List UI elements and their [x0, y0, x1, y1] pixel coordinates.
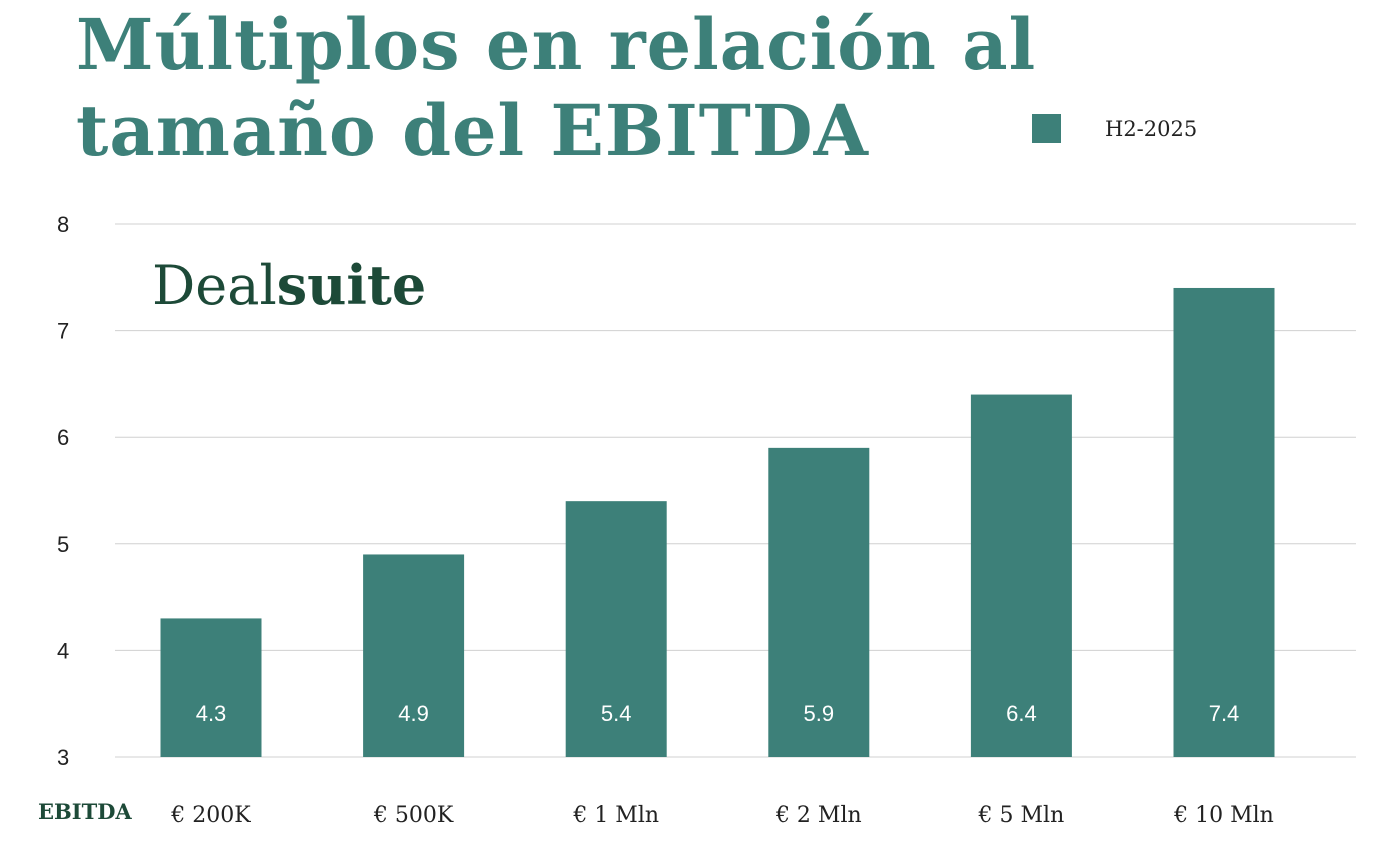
chart-title: Múltiplos en relación al tamaño del EBIT… — [76, 2, 1036, 174]
bars: 4.3 4.9 5.4 5.9 6.4 7.4 — [160, 287, 1275, 757]
bar — [565, 501, 667, 757]
x-axis-ticks: € 200K € 500K € 1 Mln € 2 Mln € 5 Mln € 10 Ml… — [170, 803, 1274, 828]
legend-label: H2-2025 — [1105, 116, 1198, 141]
data-label: 7.4 — [1209, 701, 1240, 726]
y-tick-label: 3 — [57, 745, 69, 770]
bar — [970, 394, 1072, 757]
data-label: 5.4 — [601, 701, 632, 726]
x-axis-title: EBITDA — [38, 799, 132, 824]
x-tick-label: € 10 Mln — [1173, 803, 1274, 828]
bar — [768, 447, 870, 757]
logo-part-deal: Deal — [152, 254, 277, 317]
bar — [160, 618, 262, 757]
y-tick-label: 4 — [57, 638, 69, 663]
x-tick-label: € 5 Mln — [978, 803, 1065, 828]
y-tick-label: 5 — [57, 532, 69, 557]
data-label: 4.9 — [398, 701, 429, 726]
legend: H2-2025 — [1032, 114, 1197, 143]
x-tick-label: € 2 Mln — [775, 803, 862, 828]
dealsuite-logo: Dealsuite — [152, 250, 426, 321]
data-label: 4.3 — [196, 701, 227, 726]
y-tick-label: 8 — [57, 212, 69, 237]
chart-title-line2: tamaño del EBITDA — [76, 89, 869, 172]
x-tick-label: € 1 Mln — [572, 803, 659, 828]
x-tick-label: € 500K — [373, 803, 454, 828]
data-label: 5.9 — [804, 701, 835, 726]
bar — [363, 554, 465, 757]
logo-part-suite: suite — [276, 253, 427, 317]
gridlines — [115, 223, 1356, 758]
legend-swatch — [1032, 114, 1061, 143]
chart-title-line1: Múltiplos en relación al — [76, 3, 1037, 86]
bar — [1173, 287, 1275, 757]
x-tick-label: € 200K — [170, 803, 251, 828]
y-tick-label: 7 — [57, 319, 69, 344]
y-tick-label: 6 — [57, 425, 69, 450]
data-label: 6.4 — [1006, 701, 1037, 726]
y-axis-ticks: 3 4 5 6 7 8 — [57, 212, 69, 770]
